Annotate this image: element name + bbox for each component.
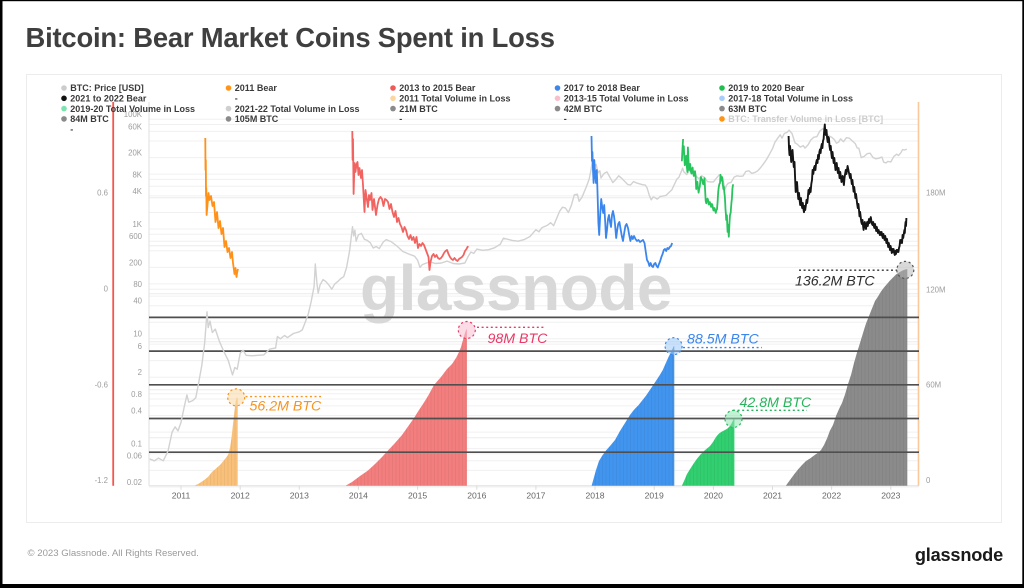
svg-text:2018: 2018 xyxy=(585,491,604,501)
svg-text:98M BTC: 98M BTC xyxy=(488,331,549,347)
svg-text:10: 10 xyxy=(133,330,142,339)
svg-text:56.2M BTC: 56.2M BTC xyxy=(250,399,323,415)
svg-text:2015: 2015 xyxy=(408,491,427,501)
svg-text:2011: 2011 xyxy=(172,491,191,501)
svg-text:8K: 8K xyxy=(132,170,142,179)
svg-text:0.1: 0.1 xyxy=(131,440,142,449)
svg-text:136.2M BTC: 136.2M BTC xyxy=(795,274,875,290)
svg-text:180M: 180M xyxy=(926,189,946,198)
svg-text:2019-20 Total Volume in Loss: 2019-20 Total Volume in Loss xyxy=(70,104,195,114)
svg-text:-: - xyxy=(564,114,567,124)
svg-text:600: 600 xyxy=(129,232,143,241)
svg-text:2023: 2023 xyxy=(881,491,900,501)
svg-text:2019 to 2020 Bear: 2019 to 2020 Bear xyxy=(728,83,805,93)
svg-text:21M BTC: 21M BTC xyxy=(399,104,438,114)
svg-text:-: - xyxy=(235,94,238,104)
svg-text:40: 40 xyxy=(133,297,142,306)
svg-text:2013 to 2015 Bear: 2013 to 2015 Bear xyxy=(399,83,476,93)
svg-text:105M BTC: 105M BTC xyxy=(235,114,279,124)
svg-text:60M: 60M xyxy=(926,380,941,389)
svg-text:2011 Total Volume in Loss: 2011 Total Volume in Loss xyxy=(399,94,510,104)
svg-text:84M BTC: 84M BTC xyxy=(70,114,109,124)
svg-text:0.8: 0.8 xyxy=(131,390,142,399)
svg-text:-1.2: -1.2 xyxy=(95,476,108,485)
svg-text:42.8M BTC: 42.8M BTC xyxy=(740,395,813,411)
svg-text:BTC: Transfer Volume in Loss [: BTC: Transfer Volume in Loss [BTC] xyxy=(728,114,883,124)
svg-text:200: 200 xyxy=(129,258,143,267)
svg-text:88.5M BTC: 88.5M BTC xyxy=(687,332,760,348)
svg-text:2021: 2021 xyxy=(763,491,782,501)
svg-text:20K: 20K xyxy=(128,149,143,158)
svg-text:100K: 100K xyxy=(124,110,143,119)
svg-text:2013: 2013 xyxy=(290,491,309,501)
svg-text:2017 to 2018 Bear: 2017 to 2018 Bear xyxy=(564,83,641,93)
svg-text:2: 2 xyxy=(138,368,142,377)
svg-text:2016: 2016 xyxy=(467,491,486,501)
svg-text:-: - xyxy=(70,124,73,134)
svg-text:2021-22 Total Volume in Loss: 2021-22 Total Volume in Loss xyxy=(235,104,360,114)
svg-text:2017-18 Total Volume in Loss: 2017-18 Total Volume in Loss xyxy=(728,94,853,104)
svg-text:2012: 2012 xyxy=(231,491,250,501)
svg-text:0.02: 0.02 xyxy=(127,478,142,487)
svg-text:120M: 120M xyxy=(926,286,946,295)
svg-text:63M BTC: 63M BTC xyxy=(728,104,767,114)
svg-text:Bitcoin: Bear Market Coins Spe: Bitcoin: Bear Market Coins Spent in Loss xyxy=(26,22,555,53)
svg-text:© 2023 Glassnode. All Rights R: © 2023 Glassnode. All Rights Reserved. xyxy=(28,548,199,559)
svg-text:2022: 2022 xyxy=(822,491,841,501)
svg-text:2017: 2017 xyxy=(526,491,545,501)
svg-text:1K: 1K xyxy=(132,220,142,229)
svg-text:4K: 4K xyxy=(132,187,142,196)
svg-text:2021 to 2022 Bear: 2021 to 2022 Bear xyxy=(70,94,147,104)
svg-text:2014: 2014 xyxy=(349,491,368,501)
svg-text:glassnode: glassnode xyxy=(360,252,672,324)
svg-text:2020: 2020 xyxy=(704,491,723,501)
svg-text:0.6: 0.6 xyxy=(97,189,108,198)
svg-text:6: 6 xyxy=(138,342,142,351)
svg-text:0.06: 0.06 xyxy=(127,452,142,461)
svg-text:80: 80 xyxy=(133,280,142,289)
svg-text:-: - xyxy=(399,114,402,124)
svg-text:2019: 2019 xyxy=(645,491,664,501)
svg-text:0: 0 xyxy=(104,285,109,294)
svg-text:0.4: 0.4 xyxy=(131,406,143,415)
svg-text:42M BTC: 42M BTC xyxy=(564,104,603,114)
svg-text:2011 Bear: 2011 Bear xyxy=(235,83,278,93)
svg-text:BTC: Price [USD]: BTC: Price [USD] xyxy=(70,83,144,93)
svg-text:60K: 60K xyxy=(128,122,143,131)
svg-text:glassnode: glassnode xyxy=(915,545,1003,565)
svg-text:-0.6: -0.6 xyxy=(95,381,108,390)
svg-text:2013-15 Total Volume in Loss: 2013-15 Total Volume in Loss xyxy=(564,94,689,104)
svg-text:0: 0 xyxy=(926,476,931,485)
